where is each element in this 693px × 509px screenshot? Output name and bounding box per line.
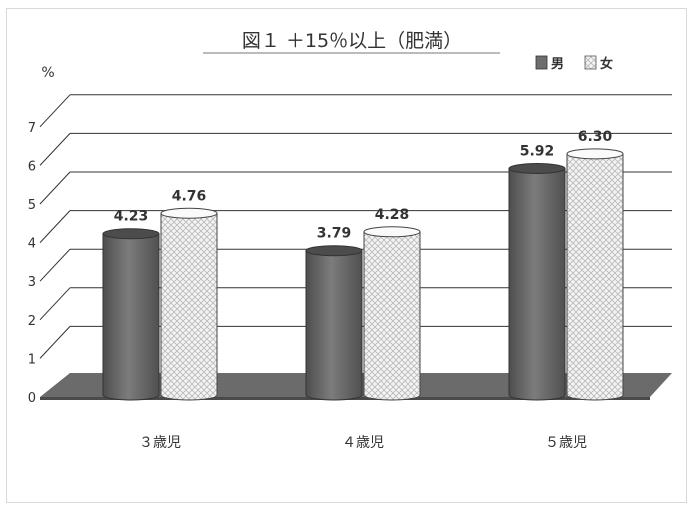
category-label-layer: ３歳児 ４歳児 ５歳児 (139, 435, 587, 451)
y-axis-label: % (41, 65, 54, 81)
legend-label-male: 男 (551, 57, 564, 72)
grid-slant (39, 210, 71, 243)
legend-label-female: 女 (600, 56, 613, 72)
y-tick-layer: 0 1 2 3 4 5 6 7 (28, 121, 36, 406)
legend-swatch-male (535, 55, 548, 70)
bar-female-2 (566, 148, 624, 401)
y-tick-label: 1 (28, 352, 36, 367)
grid-slant (39, 94, 71, 128)
chart-title: 図１ ＋15％以上（肥満） (242, 30, 462, 52)
bar-layer (102, 148, 624, 401)
data-label: 4.23 (114, 209, 149, 225)
legend: 男 女 (535, 55, 613, 72)
bar-body (305, 250, 363, 401)
x-tick-label: ５歳児 (545, 435, 587, 451)
x-tick-label: ３歳児 (139, 435, 181, 451)
data-label: 4.76 (172, 188, 207, 204)
legend-swatch-female (584, 55, 597, 70)
grid-slant (39, 133, 71, 166)
data-label: 4.28 (375, 207, 410, 223)
bar-male-2 (508, 162, 566, 401)
y-tick-label: 2 (28, 314, 36, 329)
y-tick-label: 6 (28, 159, 36, 174)
y-tick-label: 7 (28, 121, 36, 136)
bar-body (566, 153, 624, 401)
bar-cap (102, 228, 160, 240)
y-tick-label: 4 (28, 237, 36, 252)
y-tick-label: 5 (28, 198, 36, 213)
y-tick-label: 0 (28, 391, 36, 406)
bar-cap (363, 226, 421, 238)
x-tick-label: ４歳児 (342, 435, 384, 451)
y-tick-label: 3 (28, 275, 36, 290)
bar-cap (305, 245, 363, 257)
bar-cap (160, 207, 218, 219)
bar-female-1 (363, 226, 421, 401)
bar-body (508, 167, 566, 401)
grid-slant (39, 326, 71, 359)
grid-slant (39, 171, 71, 205)
data-label: 3.79 (317, 226, 352, 242)
bar-body (160, 212, 218, 401)
bar-body (363, 231, 421, 401)
bar-male-0 (102, 228, 160, 401)
data-label-layer: 4.23 4.76 3.79 4.28 5.92 6.30 (114, 129, 613, 242)
bar-cap (566, 148, 624, 160)
bar-male-1 (305, 245, 363, 401)
data-label: 6.30 (578, 129, 613, 145)
grid-slant (39, 287, 71, 321)
bar-female-0 (160, 207, 218, 401)
bar-cap (508, 162, 566, 174)
data-label: 5.92 (520, 143, 555, 159)
bar-body (102, 233, 160, 401)
grid-slant (39, 248, 71, 282)
